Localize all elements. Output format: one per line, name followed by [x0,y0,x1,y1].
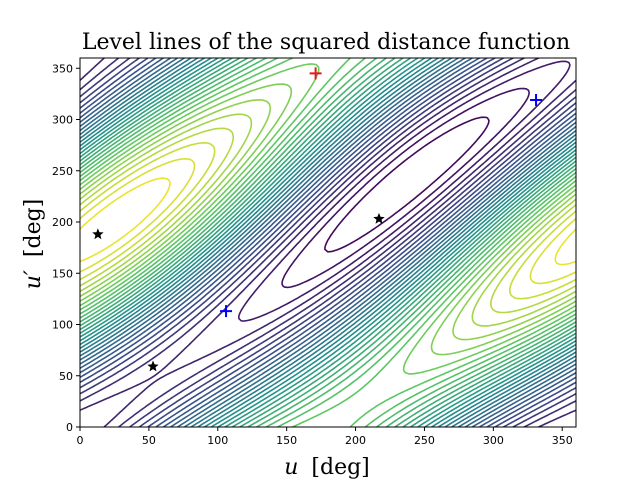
x-axis-ticks: 0 50 100 150 200 250 300 350 [77,427,573,447]
y-axis-ticks: 0 50 100 150 200 250 300 350 [52,62,80,434]
y-tick-label: 200 [52,216,73,229]
x-tick-label: 350 [552,434,573,447]
chart-title: Level lines of the squared distance func… [82,30,570,55]
plot-frame [79,57,577,428]
contour-level-34 [80,177,576,266]
x-axis-unit: [deg] [311,455,369,480]
y-axis-label: u′ [deg] [21,199,46,290]
x-tick-label: 300 [483,434,504,447]
contour-level-17 [80,58,576,427]
contour-level-3 [238,60,571,322]
y-tick-label: 0 [66,421,73,434]
min-point-marker [220,305,233,318]
contour-level-22 [80,58,576,427]
contour-level-30 [80,113,576,327]
y-tick-label: 150 [52,267,73,280]
y-tick-label: 250 [52,165,73,178]
min-point-marker [530,94,543,107]
contour-level-11 [80,58,576,427]
x-tick-label: 100 [207,434,228,447]
contour-level-12 [80,58,576,427]
max-point-marker [309,67,322,80]
x-tick-label: 150 [276,434,297,447]
contour-level-1 [324,116,490,253]
contour-level-29 [80,99,576,341]
plot-area [79,57,577,428]
saddle-point-marker [373,212,385,224]
contour-level-7 [80,58,576,427]
contour-level-24 [80,58,576,427]
x-axis-symbol: u [284,455,298,480]
contour-level-31 [80,127,576,314]
x-axis-label: u [deg] [284,455,370,480]
y-tick-label: 300 [52,114,73,127]
y-axis-symbol: u′ [21,270,46,289]
contour-level-15 [80,58,576,427]
y-axis-unit: [deg] [21,199,46,257]
contour-level-33 [80,158,576,285]
contour-level-27 [80,63,576,375]
contour-level-6 [80,58,576,427]
contour-level-2 [281,87,530,289]
contour-level-9 [80,58,576,427]
contour-level-20 [80,58,576,427]
x-tick-label: 200 [345,434,366,447]
contour-level-5 [80,58,576,427]
contour-lines [80,58,576,427]
saddle-point-marker [92,228,104,240]
contour-level-28 [80,83,576,356]
contour-level-16 [80,58,576,427]
x-tick-label: 250 [414,434,435,447]
y-tick-label: 350 [52,62,73,75]
y-tick-label: 100 [52,319,73,332]
saddle-point-marker [147,360,159,372]
x-tick-label: 50 [142,434,156,447]
y-tick-label: 50 [59,370,73,383]
x-tick-label: 0 [77,434,84,447]
critical-point-markers [92,67,543,372]
